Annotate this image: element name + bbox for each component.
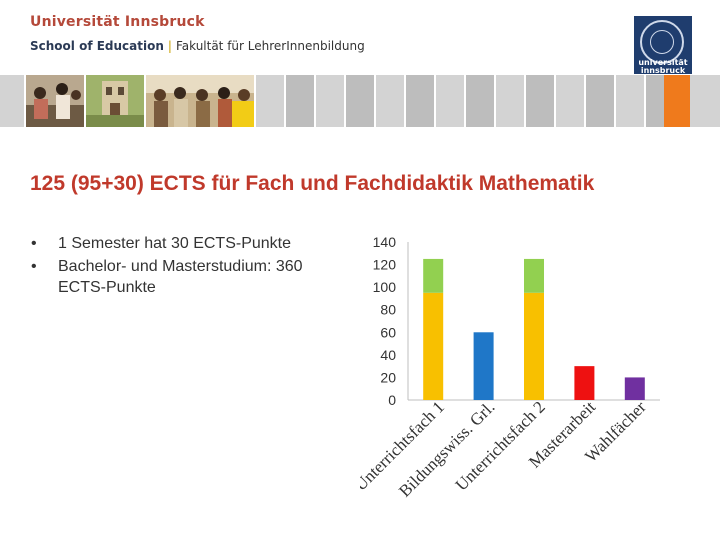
- header-tile: [436, 75, 464, 127]
- ects-chart: 0 20 40 60 80 100 120 140 Unterrichtsfach 1 Bildu…: [351, 230, 680, 535]
- header-tile-yellow: [232, 101, 254, 127]
- bullet-item: • 1 Semester hat 30 ECTS-Punkte: [30, 233, 350, 254]
- y-tick-label: 100: [373, 279, 397, 295]
- y-tick-label: 0: [388, 392, 396, 408]
- header-tile: [346, 75, 374, 127]
- header-separator: |: [167, 39, 172, 53]
- header-tile: [286, 75, 314, 127]
- header-tile: [316, 75, 344, 127]
- bar-segment: [423, 292, 444, 400]
- y-tick-label: 60: [380, 324, 396, 340]
- logo-seal-inner-icon: [650, 30, 674, 54]
- header-tile: [466, 75, 494, 127]
- slide-title: 125 (95+30) ECTS für Fach und Fachdidakt…: [30, 172, 595, 195]
- school-name: School of Education: [30, 39, 164, 53]
- bullet-item: • Bachelor- und Masterstudium: 360 ECTS-P…: [30, 256, 350, 298]
- header-tile: [256, 75, 284, 127]
- bar-segment: [524, 292, 544, 400]
- header-tile: [616, 75, 644, 127]
- y-tick-label: 120: [373, 257, 397, 273]
- header-tile: [376, 75, 404, 127]
- bullet-dot-icon: •: [31, 235, 37, 252]
- y-tick-label: 140: [373, 234, 397, 250]
- y-tick-label: 80: [380, 302, 396, 318]
- bar-segment: [524, 258, 544, 293]
- header-tile: [0, 75, 24, 127]
- bar-segment: [473, 332, 494, 400]
- university-name: Universität Innsbruck: [30, 14, 205, 30]
- bullet-list: • 1 Semester hat 30 ECTS-Punkte • Bachelor…: [30, 233, 350, 300]
- bar-segment: [423, 258, 444, 293]
- header-photo-students: [26, 75, 84, 127]
- header-photo-building: [86, 75, 144, 127]
- header-tile: [556, 75, 584, 127]
- header-tile-strip: [0, 75, 720, 127]
- header-tile: [586, 75, 614, 127]
- header-tile: [526, 75, 554, 127]
- x-tick-label: Unterrichtsfach 2: [452, 397, 549, 494]
- bullet-dot-icon: •: [31, 258, 37, 275]
- logo-text: universität innsbruck: [634, 58, 692, 75]
- logo-text-line-1: universität: [638, 58, 688, 67]
- bullet-text: Bachelor- und Masterstudium: 360 ECTS-Pu…: [58, 258, 303, 296]
- header-tile-orange: [664, 75, 690, 127]
- school-header: School of Education | Fakultät für LehrerI…: [30, 39, 365, 53]
- header-tile: [496, 75, 524, 127]
- y-tick-label: 20: [380, 369, 396, 385]
- bullet-text: 1 Semester hat 30 ECTS-Punkte: [58, 235, 291, 252]
- y-tick-label: 40: [380, 347, 396, 363]
- university-logo: universität innsbruck: [634, 16, 692, 74]
- logo-seal-icon: [640, 20, 684, 64]
- header-tile: [406, 75, 434, 127]
- logo-text-line-2: innsbruck: [640, 66, 686, 75]
- faculty-name: Fakultät für LehrerInnenbildung: [175, 39, 365, 53]
- bar-segment: [624, 377, 645, 400]
- bar-segment: [574, 366, 595, 400]
